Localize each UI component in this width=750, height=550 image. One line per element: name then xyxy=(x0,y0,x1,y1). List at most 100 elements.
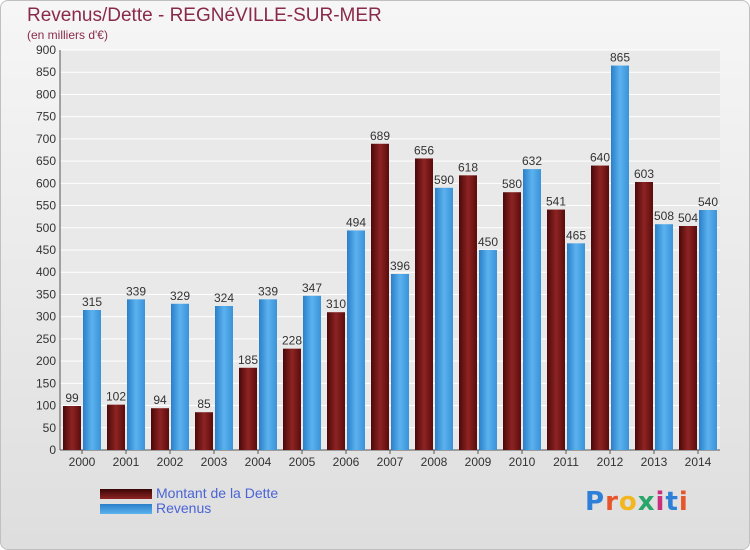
data-label-dette: 656 xyxy=(414,143,434,157)
bar-dette xyxy=(371,143,389,450)
y-tick-label: 300 xyxy=(36,310,56,324)
x-tick-label: 2007 xyxy=(377,455,404,469)
x-tick-label: 2001 xyxy=(113,455,140,469)
data-label-dette: 618 xyxy=(458,160,478,174)
bar-dette xyxy=(327,312,345,450)
bar-revenus xyxy=(215,306,233,450)
x-tick-label: 2012 xyxy=(597,455,624,469)
legend-swatch-revenus xyxy=(100,504,152,514)
y-tick-label: 900 xyxy=(36,43,56,57)
bar-dette xyxy=(547,209,565,450)
y-tick-label: 400 xyxy=(36,265,56,279)
x-tick-label: 2003 xyxy=(201,455,228,469)
data-label-revenus: 508 xyxy=(654,209,674,223)
data-label-revenus: 450 xyxy=(478,235,498,249)
data-label-revenus: 396 xyxy=(390,259,410,273)
x-tick-label: 2006 xyxy=(333,455,360,469)
data-label-revenus: 465 xyxy=(566,228,586,242)
x-tick-label: 2011 xyxy=(553,455,579,469)
bar-revenus xyxy=(479,250,497,450)
y-tick-label: 650 xyxy=(36,154,56,168)
data-label-dette: 185 xyxy=(238,353,258,367)
data-label-revenus: 540 xyxy=(698,195,718,209)
data-label-dette: 228 xyxy=(282,334,302,348)
y-tick-label: 250 xyxy=(36,332,56,346)
bar-revenus xyxy=(391,274,409,450)
data-label-dette: 85 xyxy=(197,397,211,411)
x-tick-label: 2008 xyxy=(421,455,448,469)
x-tick-label: 2005 xyxy=(289,455,316,469)
proxiti-logo: Proxiti xyxy=(585,487,689,517)
bar-dette xyxy=(239,367,257,450)
bar-revenus xyxy=(699,210,717,450)
y-tick-label: 600 xyxy=(36,176,56,190)
chart-subtitle: (en milliers d'€) xyxy=(27,28,108,42)
x-tick-label: 2009 xyxy=(465,455,492,469)
bar-revenus xyxy=(83,310,101,450)
y-tick-label: 700 xyxy=(36,132,56,146)
bar-dette xyxy=(63,406,81,450)
bar-revenus xyxy=(435,187,453,450)
label-layer: 99 315 102 339 94 329 85 324 185 339 228 347 310 494 6… xyxy=(65,51,718,412)
chart-title: Revenus/Dette - REGNéVILLE-SUR-MER xyxy=(27,5,382,26)
y-tick-label: 0 xyxy=(49,443,56,457)
data-label-revenus: 339 xyxy=(258,284,278,298)
bar-dette xyxy=(635,182,653,450)
y-tick-label: 150 xyxy=(36,376,56,390)
data-label-revenus: 494 xyxy=(346,215,366,229)
y-tick-label: 450 xyxy=(36,243,56,257)
y-tick-label: 50 xyxy=(43,421,57,435)
bar-revenus xyxy=(567,243,585,450)
legend-label-dette: Montant de la Dette xyxy=(156,485,279,501)
data-label-dette: 541 xyxy=(546,195,566,209)
x-tick-label: 2010 xyxy=(509,455,536,469)
bar-dette xyxy=(151,408,169,450)
bar-revenus xyxy=(611,65,629,451)
bar-revenus xyxy=(259,299,277,450)
x-tick-label: 2013 xyxy=(641,455,668,469)
bar-revenus xyxy=(655,224,673,450)
bar-revenus xyxy=(347,230,365,450)
x-tick-label: 2002 xyxy=(157,455,184,469)
bar-dette xyxy=(195,412,213,450)
y-tick-label: 500 xyxy=(36,221,56,235)
bar-dette xyxy=(503,192,521,450)
bar-dette xyxy=(107,404,125,450)
x-tick-label: 2000 xyxy=(69,455,96,469)
data-label-dette: 603 xyxy=(634,167,654,181)
bar-layer xyxy=(63,65,717,451)
data-label-dette: 102 xyxy=(106,390,126,404)
y-tick-label: 550 xyxy=(36,199,56,213)
data-label-revenus: 347 xyxy=(302,281,322,295)
y-tick-label: 200 xyxy=(36,354,56,368)
bar-revenus xyxy=(127,299,145,450)
data-label-dette: 504 xyxy=(678,211,698,225)
bar-dette xyxy=(591,165,609,451)
data-label-revenus: 315 xyxy=(82,295,102,309)
legend-swatch-dette xyxy=(100,489,152,499)
data-label-dette: 689 xyxy=(370,129,390,143)
x-tick-label: 2004 xyxy=(245,455,272,469)
legend-label-revenus: Revenus xyxy=(156,500,212,516)
y-tick-label: 750 xyxy=(36,110,56,124)
bar-dette xyxy=(415,158,433,450)
bar-revenus xyxy=(171,303,189,450)
bar-dette xyxy=(459,175,477,451)
data-label-revenus: 339 xyxy=(126,284,146,298)
y-tick-label: 800 xyxy=(36,87,56,101)
bar-revenus xyxy=(523,169,541,450)
grid-layer xyxy=(60,49,720,451)
data-label-dette: 580 xyxy=(502,177,522,191)
bar-dette xyxy=(283,348,301,450)
y-tick-label: 100 xyxy=(36,399,56,413)
y-tick-label: 850 xyxy=(36,65,56,79)
data-label-dette: 94 xyxy=(153,393,167,407)
data-label-revenus: 329 xyxy=(170,289,190,303)
bar-revenus xyxy=(303,295,321,450)
data-label-dette: 640 xyxy=(590,151,610,165)
data-label-revenus: 590 xyxy=(434,173,454,187)
y-tick-label: 350 xyxy=(36,287,56,301)
data-label-dette: 99 xyxy=(65,391,79,405)
data-label-revenus: 324 xyxy=(214,291,234,305)
